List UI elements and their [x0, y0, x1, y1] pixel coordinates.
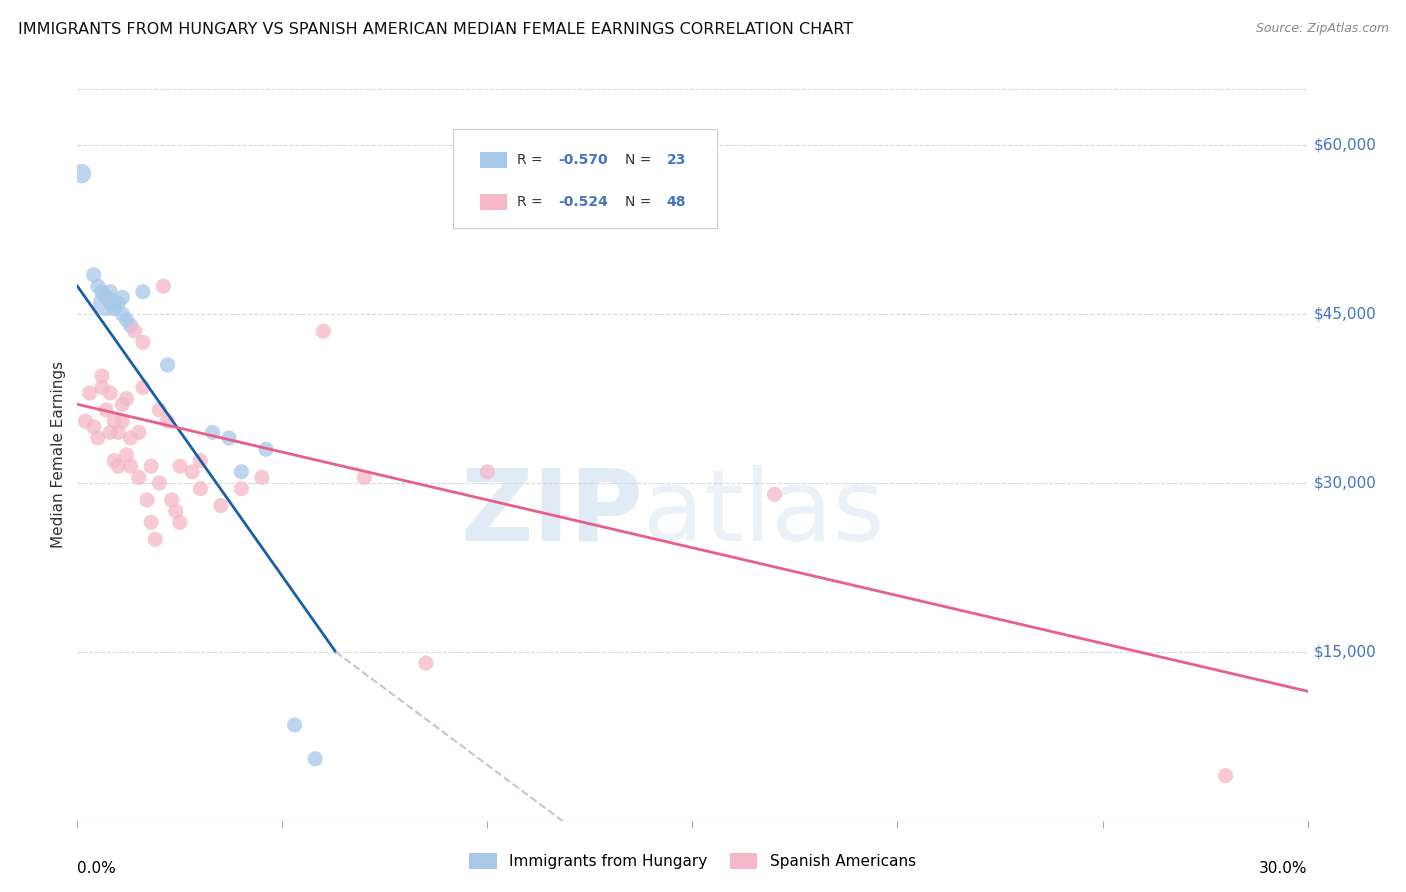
Point [83, 419, 105, 434]
Text: N =: N = [624, 195, 655, 210]
Point [169, 459, 191, 474]
Text: 30.0%: 30.0% [1260, 861, 1308, 876]
Point [254, 442, 277, 457]
Point [103, 414, 125, 428]
Text: R =: R = [516, 153, 547, 168]
Text: atlas: atlas [644, 465, 884, 562]
Text: $15,000: $15,000 [1313, 644, 1376, 659]
FancyBboxPatch shape [453, 129, 717, 228]
Point [181, 465, 204, 479]
Point [111, 290, 134, 304]
Text: -0.570: -0.570 [558, 153, 607, 168]
Point [107, 459, 129, 474]
Point [90, 369, 114, 384]
Text: ZIP: ZIP [460, 465, 644, 562]
Point [83, 268, 105, 282]
Point [165, 504, 187, 518]
Point [90, 380, 114, 394]
Point [70, 167, 93, 181]
Point [87, 431, 110, 445]
Point [148, 403, 170, 417]
Point [188, 453, 212, 467]
FancyBboxPatch shape [479, 153, 506, 169]
Point [201, 425, 224, 440]
Point [75, 414, 97, 428]
Point [353, 470, 375, 484]
Point [304, 752, 326, 766]
Point [312, 324, 335, 338]
Point [763, 487, 786, 501]
Point [111, 414, 134, 428]
Point [98, 285, 121, 299]
Point [94, 296, 117, 310]
Point [107, 425, 129, 440]
Point [152, 279, 174, 293]
Point [98, 296, 121, 310]
Text: $60,000: $60,000 [1313, 138, 1376, 153]
Text: Source: ZipAtlas.com: Source: ZipAtlas.com [1256, 22, 1389, 36]
Point [160, 492, 183, 507]
Point [132, 335, 155, 350]
Point [188, 482, 212, 496]
Point [115, 313, 138, 327]
Text: 48: 48 [666, 195, 686, 210]
Point [124, 324, 146, 338]
Y-axis label: Median Female Earnings: Median Female Earnings [51, 361, 66, 549]
Point [415, 656, 437, 670]
Text: $45,000: $45,000 [1313, 307, 1376, 322]
Text: R =: R = [516, 195, 547, 210]
Point [250, 470, 273, 484]
Text: N =: N = [624, 153, 655, 168]
Point [111, 307, 134, 321]
Point [141, 516, 163, 530]
Point [79, 386, 101, 401]
Text: -0.524: -0.524 [558, 195, 609, 210]
FancyBboxPatch shape [479, 194, 506, 211]
Point [169, 516, 191, 530]
Point [115, 448, 138, 462]
Point [120, 318, 142, 333]
Text: $30,000: $30,000 [1313, 475, 1376, 491]
Text: 0.0%: 0.0% [77, 861, 117, 876]
Point [87, 279, 110, 293]
Point [111, 397, 134, 411]
Point [103, 296, 125, 310]
Point [128, 470, 150, 484]
Point [209, 499, 232, 513]
Point [98, 425, 121, 440]
Point [231, 482, 253, 496]
Point [128, 425, 150, 440]
Point [94, 290, 117, 304]
Point [218, 431, 240, 445]
Point [132, 380, 155, 394]
Point [136, 492, 159, 507]
Point [156, 414, 179, 428]
Point [103, 453, 125, 467]
Point [231, 465, 253, 479]
Point [115, 392, 138, 406]
Text: 23: 23 [666, 153, 686, 168]
Point [107, 296, 129, 310]
Point [1215, 769, 1237, 783]
Point [284, 718, 307, 732]
Point [90, 285, 114, 299]
Point [98, 386, 121, 401]
Point [120, 459, 142, 474]
Point [141, 459, 163, 474]
Legend: Immigrants from Hungary, Spanish Americans: Immigrants from Hungary, Spanish America… [463, 847, 922, 875]
Point [143, 533, 166, 547]
Point [156, 358, 179, 372]
Point [94, 403, 117, 417]
Text: IMMIGRANTS FROM HUNGARY VS SPANISH AMERICAN MEDIAN FEMALE EARNINGS CORRELATION C: IMMIGRANTS FROM HUNGARY VS SPANISH AMERI… [18, 22, 853, 37]
Point [103, 301, 125, 316]
Point [477, 465, 499, 479]
Point [148, 476, 170, 491]
Point [120, 431, 142, 445]
Point [132, 285, 155, 299]
